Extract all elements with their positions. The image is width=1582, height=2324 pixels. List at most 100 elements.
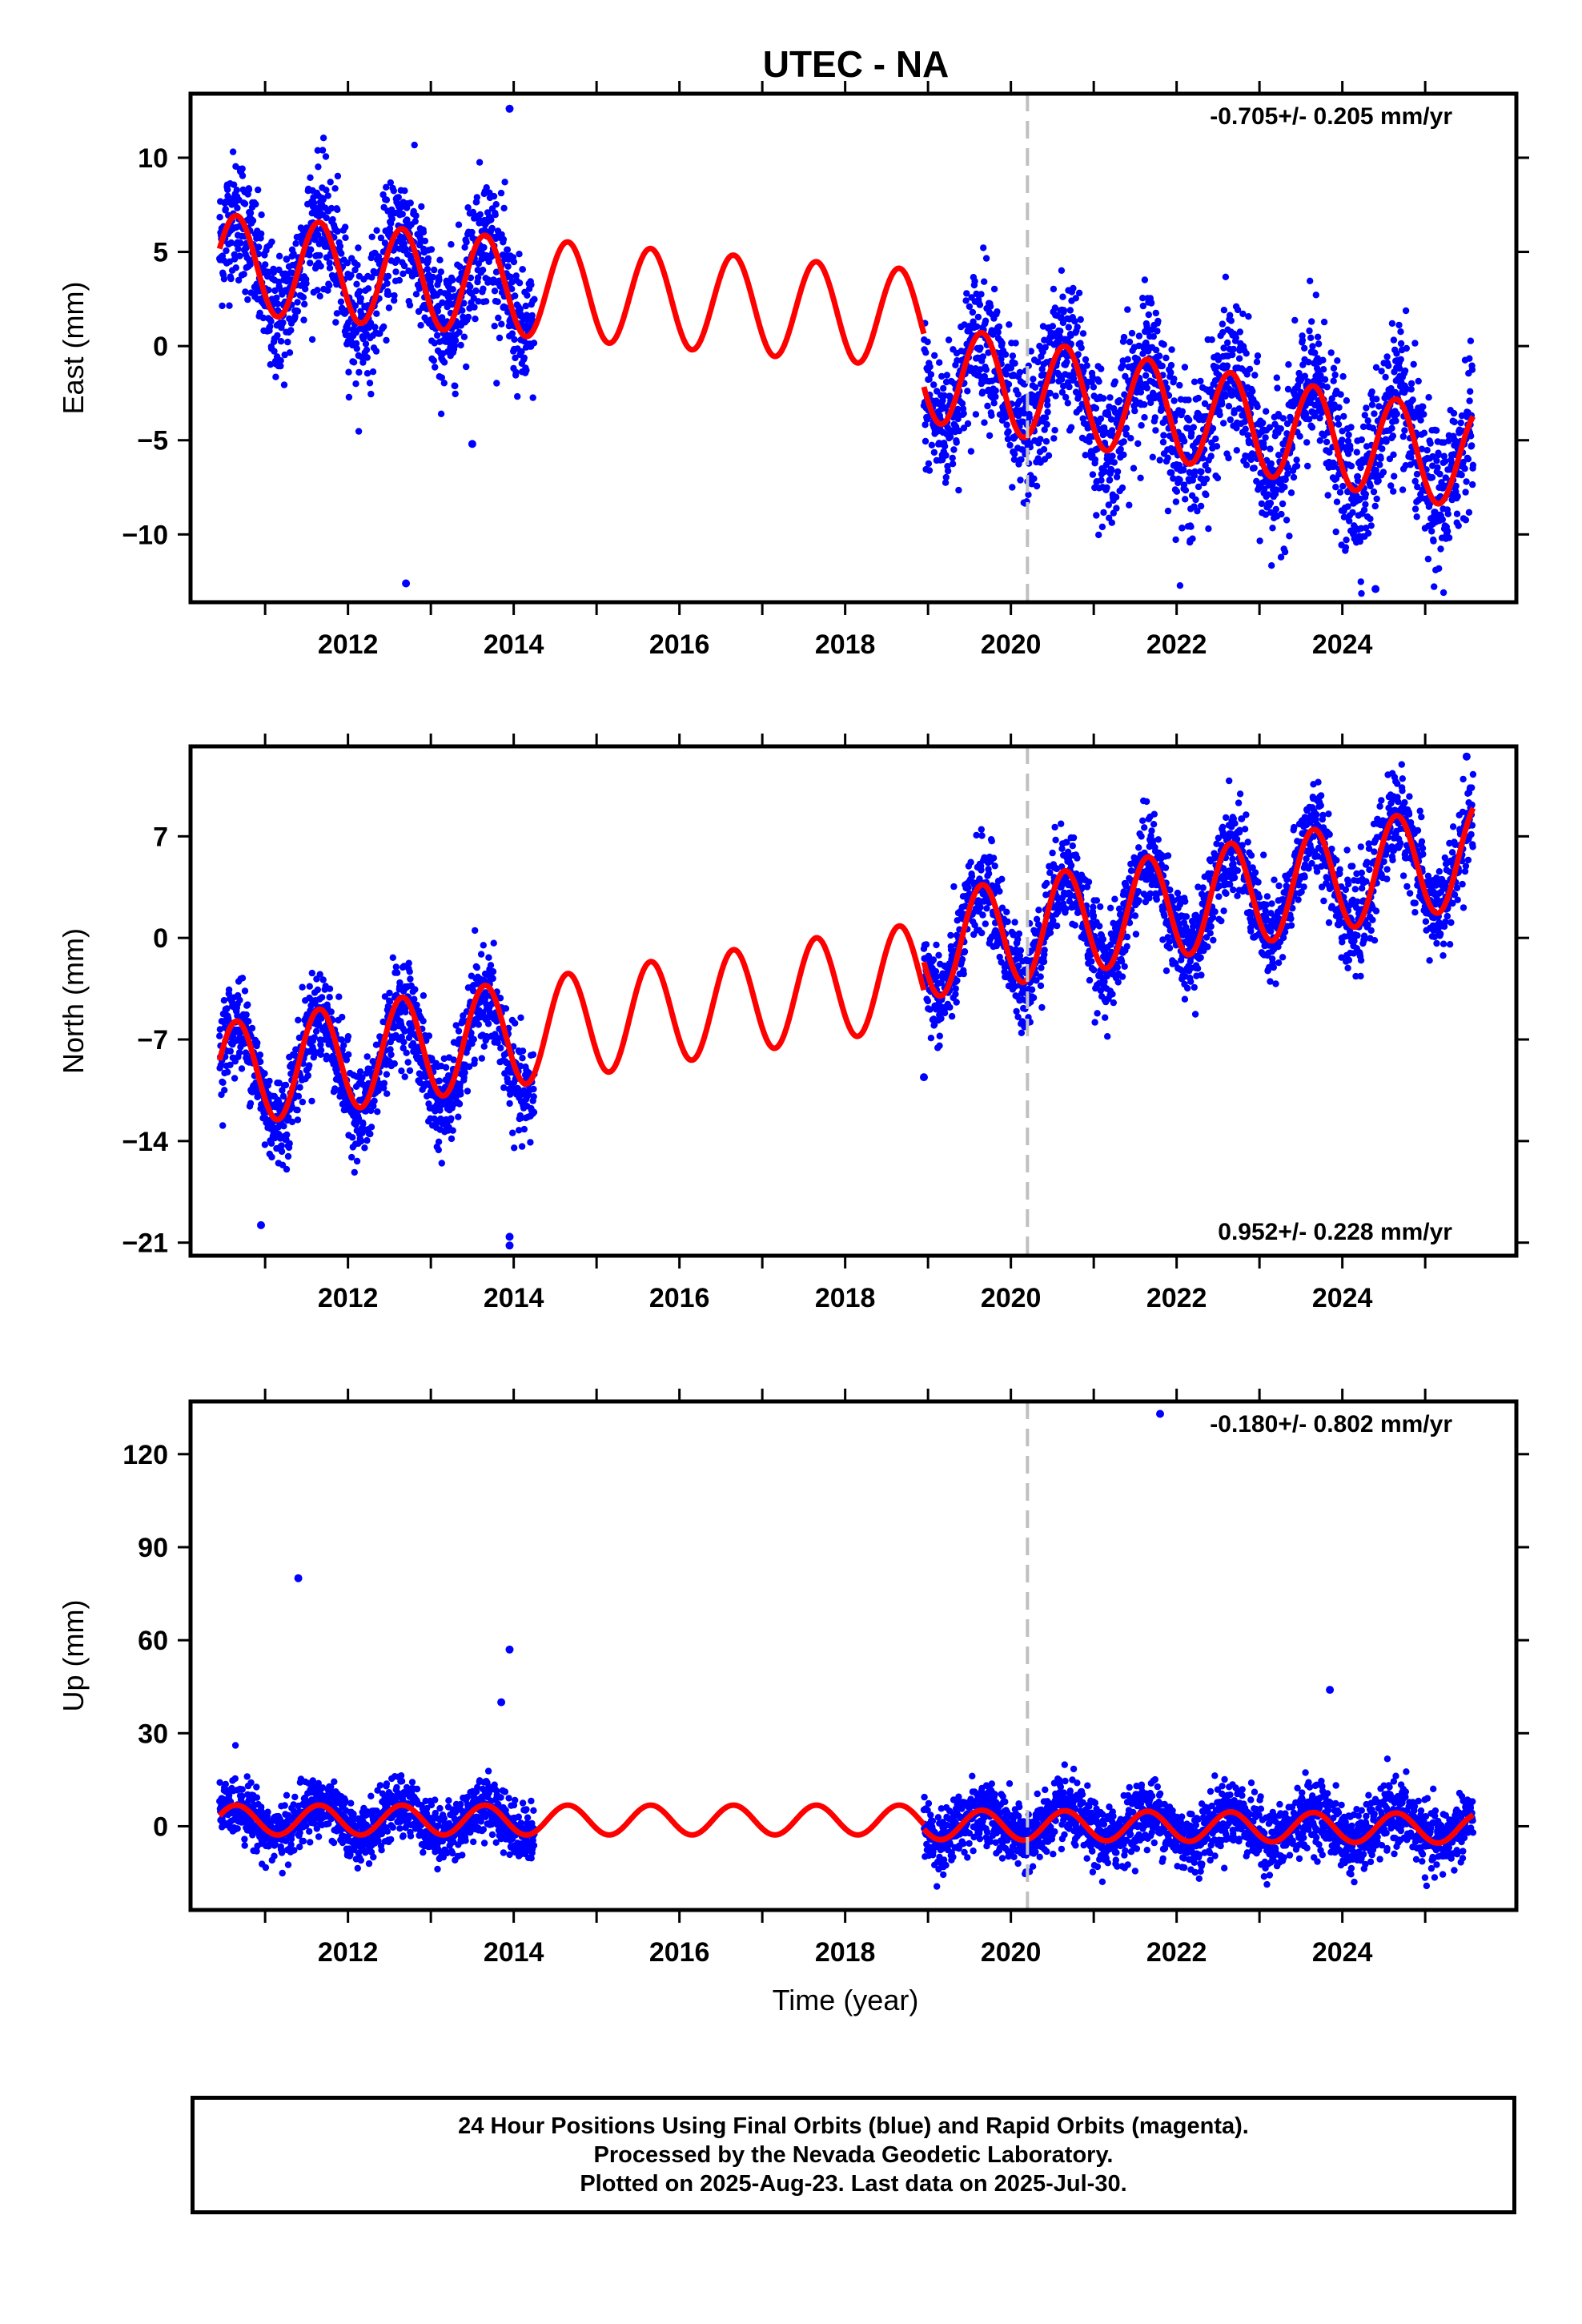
data-point bbox=[456, 328, 463, 336]
data-point bbox=[1357, 578, 1365, 585]
data-point bbox=[268, 238, 275, 246]
data-point bbox=[1180, 481, 1188, 489]
data-point bbox=[519, 266, 526, 273]
data-point bbox=[1065, 324, 1073, 331]
data-point bbox=[400, 262, 408, 270]
data-point bbox=[439, 299, 446, 307]
data-point bbox=[1375, 477, 1382, 485]
data-point bbox=[247, 1100, 255, 1108]
data-point bbox=[1203, 491, 1210, 499]
data-point bbox=[431, 266, 438, 274]
data-point bbox=[1058, 314, 1065, 321]
data-point bbox=[1411, 505, 1419, 513]
data-point bbox=[336, 243, 344, 250]
data-point bbox=[1159, 438, 1167, 446]
data-point bbox=[391, 297, 398, 304]
data-point bbox=[1143, 323, 1150, 330]
data-point bbox=[1254, 352, 1262, 360]
data-point bbox=[1100, 509, 1107, 517]
data-point bbox=[1186, 416, 1193, 424]
data-point bbox=[1026, 414, 1034, 421]
x-tick-label: 2016 bbox=[649, 629, 710, 660]
data-point bbox=[411, 141, 418, 149]
data-point bbox=[1407, 404, 1414, 411]
data-point bbox=[1299, 336, 1307, 344]
data-point bbox=[941, 392, 948, 400]
data-point bbox=[1003, 908, 1010, 916]
data-point bbox=[1367, 515, 1374, 523]
data-point bbox=[524, 292, 531, 299]
data-point bbox=[1440, 452, 1448, 460]
data-point bbox=[1267, 500, 1275, 507]
x-tick-label: 2014 bbox=[484, 629, 544, 660]
data-point bbox=[1078, 344, 1085, 352]
x-tick-label: 2024 bbox=[1312, 629, 1373, 660]
data-point bbox=[353, 280, 360, 287]
data-point bbox=[350, 359, 358, 366]
data-point bbox=[978, 832, 986, 839]
data-point bbox=[1420, 429, 1428, 436]
data-point bbox=[1007, 364, 1015, 372]
data-point bbox=[326, 994, 333, 1001]
data-point bbox=[1362, 490, 1370, 498]
data-point bbox=[995, 323, 1003, 331]
data-point bbox=[464, 313, 472, 321]
data-point bbox=[1093, 512, 1100, 519]
data-point bbox=[267, 323, 274, 330]
data-point bbox=[1388, 424, 1395, 432]
data-point bbox=[1376, 461, 1383, 468]
data-point bbox=[1149, 453, 1157, 460]
data-point bbox=[295, 1092, 303, 1100]
outlier-point bbox=[505, 104, 514, 113]
data-point bbox=[1346, 517, 1353, 525]
data-point bbox=[1040, 958, 1048, 966]
rate-label-east: -0.705+/- 0.205 mm/yr bbox=[1210, 103, 1452, 130]
data-point bbox=[990, 400, 998, 407]
data-point bbox=[406, 1067, 414, 1075]
data-point bbox=[1105, 501, 1113, 509]
data-point bbox=[456, 1100, 464, 1108]
data-point bbox=[930, 448, 938, 456]
data-point bbox=[273, 294, 280, 302]
data-point bbox=[256, 1051, 264, 1059]
data-point bbox=[1031, 384, 1039, 391]
data-point bbox=[295, 1016, 302, 1024]
data-point bbox=[1100, 395, 1107, 402]
data-point bbox=[473, 963, 480, 971]
data-point bbox=[943, 372, 951, 379]
data-point bbox=[473, 194, 480, 201]
data-point bbox=[1411, 477, 1419, 485]
data-point bbox=[1465, 509, 1473, 516]
data-point bbox=[1243, 461, 1251, 468]
data-point bbox=[1468, 442, 1476, 449]
data-point bbox=[1373, 396, 1380, 403]
data-point bbox=[335, 993, 343, 1000]
data-point bbox=[299, 294, 307, 301]
data-point bbox=[1410, 408, 1417, 416]
data-point bbox=[327, 204, 335, 212]
data-point bbox=[464, 204, 472, 211]
data-point bbox=[364, 285, 372, 292]
data-point bbox=[494, 298, 501, 305]
data-point bbox=[1383, 353, 1391, 360]
data-point bbox=[985, 870, 993, 878]
data-point bbox=[1167, 361, 1175, 369]
data-point bbox=[280, 1123, 287, 1130]
data-point bbox=[1367, 522, 1375, 529]
data-point bbox=[1030, 994, 1038, 1002]
data-point bbox=[1304, 462, 1311, 470]
data-point bbox=[982, 255, 990, 262]
data-point bbox=[516, 251, 523, 258]
data-point bbox=[1198, 468, 1205, 476]
data-point bbox=[306, 251, 313, 259]
data-point bbox=[990, 854, 998, 862]
data-point bbox=[1466, 355, 1473, 362]
data-point bbox=[219, 302, 226, 310]
data-point bbox=[438, 374, 445, 381]
data-point bbox=[945, 336, 953, 344]
data-point bbox=[1043, 420, 1050, 428]
data-point bbox=[234, 204, 241, 211]
data-point bbox=[1275, 452, 1283, 459]
data-point bbox=[391, 292, 398, 300]
data-point bbox=[406, 968, 413, 975]
